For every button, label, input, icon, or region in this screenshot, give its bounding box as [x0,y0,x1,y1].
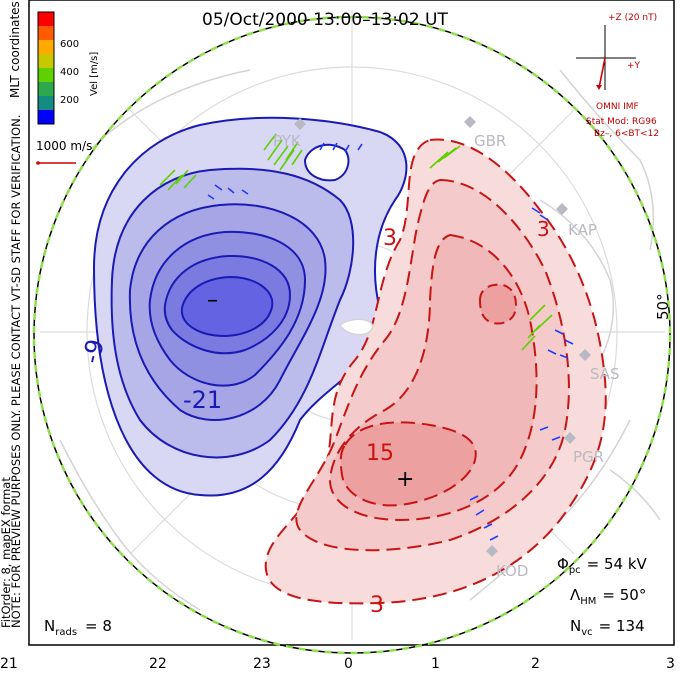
mlt-tick-3: 3 [666,656,675,672]
station-pyk: PYK [273,132,302,150]
station-gbr: GBR [474,132,506,150]
negative-potential-cell [92,116,408,497]
station-kod: KOD [496,562,528,580]
mlt-axis: 21 22 23 0 1 2 3 [0,656,675,672]
lambda-hm-stat: ΛHM = 50° [570,586,646,607]
preview-note: NOTE: FOR PREVIEW PURPOSES ONLY. PLEASE … [9,115,23,628]
colorbar-tick-200: 200 [60,95,79,106]
colorbar-tick-600: 600 [60,39,79,50]
potential-max-marker: + [396,467,414,492]
positive-potential-cell [264,138,607,605]
coastline-island [338,318,374,336]
imf-model: Stat Mod: RG96 [586,117,657,127]
station-pgr: PGR [573,448,604,466]
coastlines [59,69,661,611]
map-title: 05/Oct/2000 13:00–13:02 UT [202,10,448,30]
n-rads-stat: Nrads = 8 [44,617,112,638]
fit-note: FitOrder: 8, mapEX format [0,477,13,628]
station-marker [579,349,591,361]
imf-clock: +Z (20 nT) +Y OMNI IMF Stat Mod: RG96 Bz… [576,13,659,139]
mlt-tick-21: 21 [0,656,18,672]
velocity-vectors [159,133,574,541]
scale-arrow-origin [36,161,40,165]
potential-min-marker: – [207,288,218,313]
imf-y-label: +Y [627,61,641,71]
heppner-maynard-boundary [32,15,672,655]
contour-label-pos-c: 3 [370,593,384,618]
mlt-tick-0: 0 [344,656,353,672]
mlt-tick-2: 2 [531,656,540,672]
latitude-label: 50° [654,293,672,320]
scale-arrow-label: 1000 m/s [36,139,92,153]
station-marker [294,118,306,130]
station-marker [464,116,476,128]
phi-pc-stat: Φpc = 54 kV [557,555,648,576]
n-vc-stat: Nvc = 134 [570,617,645,638]
station-kap: KAP [568,221,597,239]
contour-label-pos-d: 3 [537,217,550,241]
station-marker [556,203,568,215]
negative-cell-hole [303,143,350,182]
radar-stations: GBR KAP SAS PGR KOD PYK [273,116,620,580]
colorbar-label: Vel [m/s] [89,52,100,96]
imf-condition: Bz–, 6<BT<12 [594,129,659,139]
contour-label-neg-b: -21 [183,386,222,414]
contour-label-pos-a: 3 [383,226,397,251]
mlt-tick-1: 1 [431,656,440,672]
imf-source: OMNI IMF [596,102,639,112]
station-sas: SAS [590,365,620,383]
velocity-colorbar: 600 400 200 Vel [m/s] [37,11,100,125]
mlt-tick-23: 23 [253,656,271,672]
station-marker [564,432,576,444]
colorbar-tick-400: 400 [60,67,79,78]
map-statistics: Φpc = 54 kV ΛHM = 50° Nvc = 134 Nrads = 8 [44,555,648,638]
coord-label: MLT coordinates [8,1,22,98]
contour-label-pos-b: 15 [366,441,394,466]
imf-z-label: +Z (20 nT) [608,13,657,23]
station-marker [486,545,498,557]
mlt-tick-22: 22 [149,656,167,672]
